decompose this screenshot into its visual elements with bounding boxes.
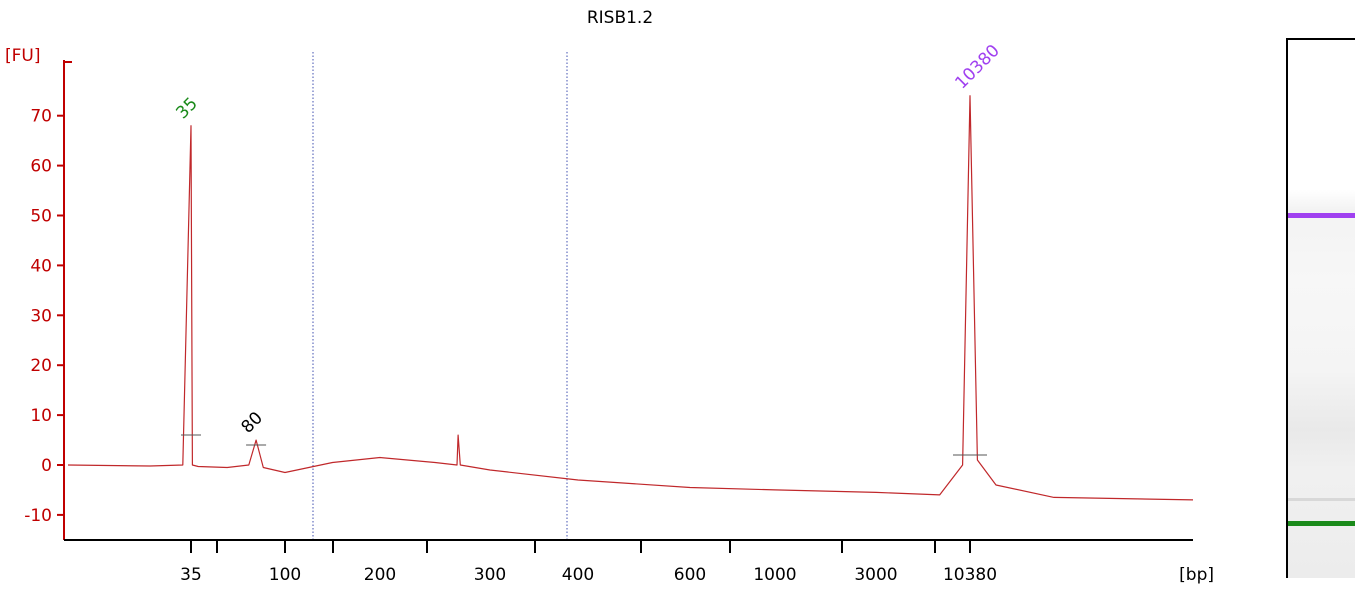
y-tick-label: 70 <box>30 107 52 127</box>
x-axis-label: [bp] <box>1179 565 1214 585</box>
gel-band-faint <box>1288 498 1355 501</box>
y-tick-label: 50 <box>30 207 52 227</box>
y-axis-label: [FU] <box>5 46 41 66</box>
x-tick-label: 200 <box>364 565 396 585</box>
y-tick-label: 60 <box>30 157 52 177</box>
y-tick-label: 40 <box>30 256 52 276</box>
y-tick-label: 20 <box>30 356 52 376</box>
x-tick-label: 300 <box>474 565 506 585</box>
x-tick-label: 1000 <box>753 565 796 585</box>
x-tick-label: 100 <box>269 565 301 585</box>
peak-label: 35 <box>172 94 201 123</box>
gel-lane <box>1286 38 1355 578</box>
x-tick-label: 35 <box>180 565 202 585</box>
chart-title: RISB1.2 <box>586 8 654 28</box>
y-tick-label: -10 <box>24 506 52 526</box>
y-tick-label: 10 <box>30 406 52 426</box>
x-tick-label: 400 <box>562 565 594 585</box>
x-tick-label: 600 <box>674 565 706 585</box>
x-tick-label: 3000 <box>854 565 897 585</box>
peak-label: 10380 <box>951 41 1003 93</box>
x-tick-label: 10380 <box>943 565 997 585</box>
y-tick-label: 30 <box>30 306 52 326</box>
trace-line <box>67 95 1194 501</box>
peak-label: 80 <box>237 408 266 437</box>
y-tick-label: 0 <box>41 456 52 476</box>
gel-band-lower-marker <box>1288 521 1355 526</box>
electropherogram: -10 0 10 20 30 40 50 60 70 [FU] 35 100 200 300 400 600 1… <box>5 41 1214 585</box>
gel-band-upper-marker <box>1288 213 1355 218</box>
